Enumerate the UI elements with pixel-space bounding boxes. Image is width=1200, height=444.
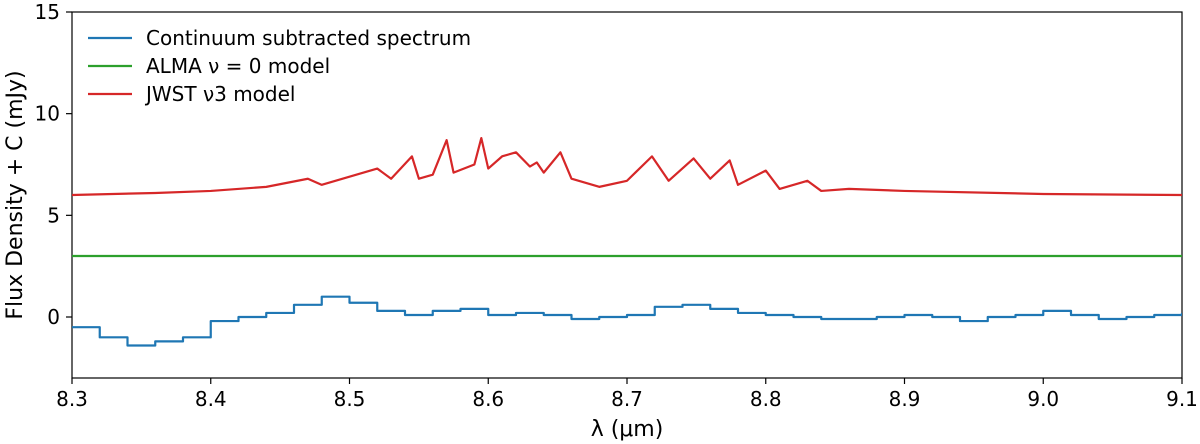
y-axis-label: Flux Density + C (mJy) (3, 70, 28, 319)
y-tick-label: 5 (47, 203, 60, 227)
x-tick-label: 8.3 (56, 387, 88, 411)
series-continuum-spectrum (72, 295, 1182, 347)
series-jwst-model (72, 136, 1182, 197)
x-tick-label: 8.4 (195, 387, 227, 411)
legend: Continuum subtracted spectrum ALMA ν = 0… (88, 26, 471, 106)
legend-label-jwst: JWST ν3 model (144, 82, 295, 106)
x-axis-label: λ (μm) (591, 417, 664, 442)
y-tick-label: 15 (35, 0, 60, 24)
x-tick-label: 8.6 (472, 387, 504, 411)
x-tick-label: 8.5 (334, 387, 366, 411)
legend-label-continuum: Continuum subtracted spectrum (146, 26, 471, 50)
x-axis: 8.3 8.4 8.5 8.6 8.7 8.8 8.9 9.0 9.1 (56, 378, 1198, 411)
y-axis: 0 5 10 15 (35, 0, 72, 329)
x-tick-label: 8.9 (889, 387, 921, 411)
x-tick-label: 8.7 (611, 387, 643, 411)
x-tick-label: 9.0 (1027, 387, 1059, 411)
legend-label-alma: ALMA ν = 0 model (146, 54, 330, 78)
y-tick-label: 10 (35, 102, 60, 126)
x-tick-label: 8.8 (750, 387, 782, 411)
x-tick-label: 9.1 (1166, 387, 1198, 411)
y-tick-label: 0 (47, 305, 60, 329)
